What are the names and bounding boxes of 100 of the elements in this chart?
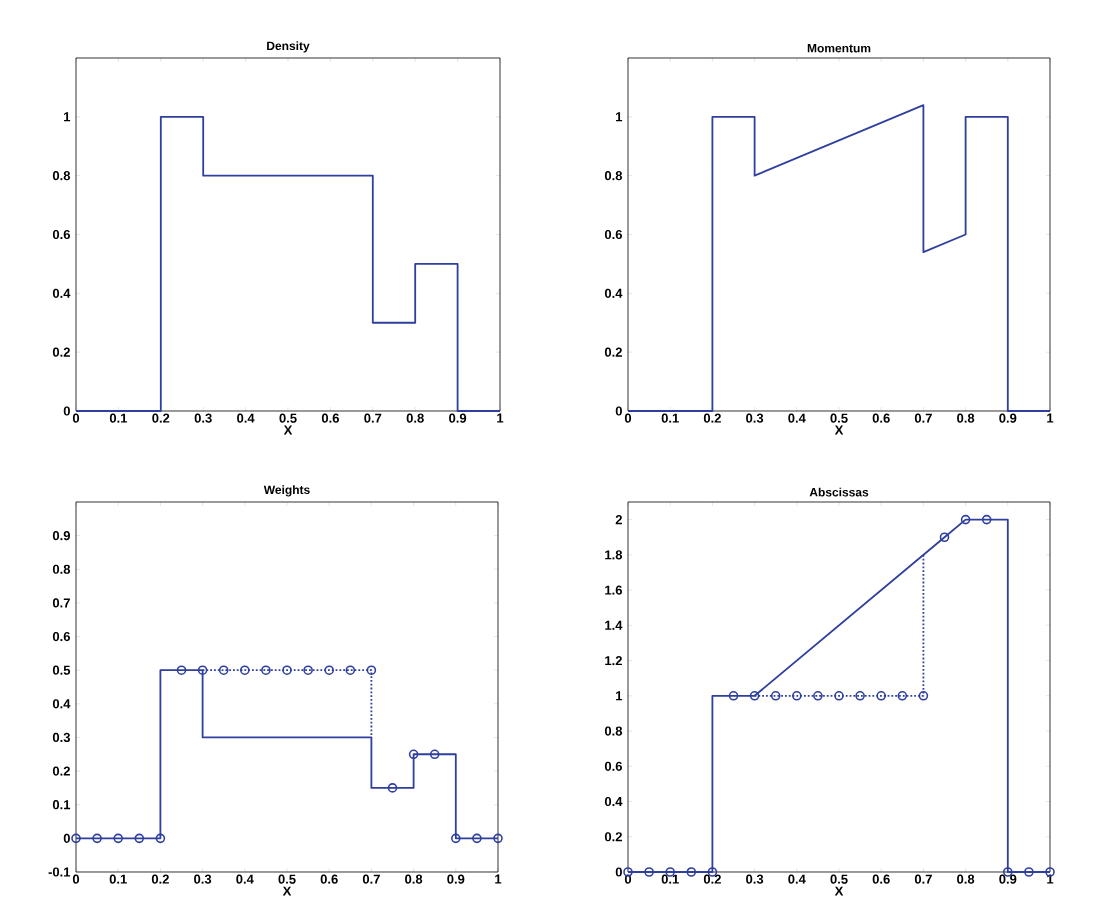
y-tick-label: 1.8 bbox=[605, 550, 623, 560]
y-tick-label: 0.8 bbox=[52, 171, 71, 181]
point bbox=[813, 691, 823, 701]
x-tick-label: 0.5 bbox=[278, 874, 296, 884]
y-tick-label: 0.3 bbox=[52, 732, 70, 743]
point bbox=[644, 867, 654, 877]
x-tick-label: 0.3 bbox=[194, 874, 212, 884]
point bbox=[408, 749, 419, 760]
x-tick-label: 0 bbox=[72, 874, 80, 884]
point bbox=[197, 665, 208, 675]
y-tick-label: 0.8 bbox=[604, 726, 623, 736]
x-tick-label: 0.9 bbox=[449, 413, 467, 423]
x-tick-label: 0 bbox=[624, 413, 632, 423]
x-tick-label: 0.7 bbox=[914, 413, 932, 423]
y-tick-label: 0.8 bbox=[604, 171, 623, 181]
y-tick-label: 0.4 bbox=[604, 288, 623, 298]
point bbox=[770, 691, 781, 701]
point bbox=[686, 867, 697, 877]
y-tick-label: 0.2 bbox=[52, 766, 70, 776]
point bbox=[240, 665, 250, 675]
point bbox=[387, 783, 398, 793]
x-tick-label: 0.3 bbox=[194, 413, 212, 423]
point bbox=[176, 665, 187, 675]
x-tick-label: 0.2 bbox=[703, 874, 721, 884]
point bbox=[429, 749, 440, 760]
x-tick-label: 0.1 bbox=[661, 413, 679, 423]
point bbox=[451, 833, 461, 844]
point bbox=[960, 514, 971, 525]
x-tick-label: 0.9 bbox=[999, 874, 1017, 884]
point bbox=[918, 691, 929, 701]
chart-title: Momentum bbox=[807, 44, 871, 53]
y-tick-label: -0.1 bbox=[48, 867, 71, 877]
x-tick-label: 0.4 bbox=[236, 874, 254, 884]
x-tick-label: 0.8 bbox=[957, 874, 975, 884]
y-tick-label: 0.2 bbox=[52, 347, 70, 357]
x-tick-label: 1 bbox=[1047, 413, 1054, 423]
point bbox=[155, 833, 166, 844]
y-tick-label: 0.6 bbox=[52, 631, 70, 642]
chart-title: Abscissas bbox=[809, 487, 869, 497]
point bbox=[472, 833, 482, 844]
x-tick-label: 0.7 bbox=[914, 874, 932, 884]
point bbox=[855, 691, 865, 701]
y-tick-label: 0.8 bbox=[52, 564, 71, 574]
point bbox=[134, 833, 145, 844]
x-axis-title: X bbox=[834, 886, 844, 896]
point bbox=[113, 833, 123, 844]
x-tick-label: 0.5 bbox=[279, 413, 297, 423]
x-tick-label: 0.9 bbox=[447, 874, 465, 884]
y-tick-label: 1.2 bbox=[605, 656, 622, 666]
y-tick-label: 0 bbox=[615, 867, 622, 877]
point bbox=[303, 665, 313, 675]
x-axis-title: X bbox=[834, 425, 844, 435]
point bbox=[366, 665, 377, 675]
x-axis-title: X bbox=[282, 886, 292, 896]
x-tick-label: 0.9 bbox=[999, 413, 1017, 423]
y-tick-label: 0.4 bbox=[52, 699, 71, 709]
y-tick-label: 0.7 bbox=[52, 598, 70, 608]
y-tick-label: 0.6 bbox=[604, 761, 622, 771]
y-tick-label: 1 bbox=[616, 112, 623, 122]
point bbox=[282, 665, 292, 675]
point bbox=[834, 691, 844, 701]
y-tick-label: 1.4 bbox=[605, 620, 623, 630]
x-axis-title: X bbox=[283, 425, 293, 435]
y-tick-label: 0.4 bbox=[604, 796, 623, 807]
point bbox=[897, 691, 908, 701]
y-tick-label: 1 bbox=[64, 112, 71, 122]
x-tick-label: 0.6 bbox=[872, 874, 890, 884]
x-tick-label: 0.6 bbox=[321, 413, 339, 423]
y-tick-label: 0.4 bbox=[52, 288, 71, 298]
x-tick-label: 0.7 bbox=[364, 413, 382, 423]
point bbox=[792, 691, 802, 701]
y-tick-label: 0.9 bbox=[52, 531, 70, 541]
x-tick-label: 0.6 bbox=[320, 874, 338, 884]
x-tick-label: 0.2 bbox=[151, 874, 169, 884]
x-tick-label: 0.5 bbox=[830, 413, 848, 423]
y-tick-label: 0.6 bbox=[604, 229, 622, 240]
y-tick-label: 0.2 bbox=[604, 347, 622, 357]
x-tick-label: 0 bbox=[72, 413, 80, 423]
point bbox=[92, 833, 102, 844]
point bbox=[749, 691, 760, 701]
y-tick-label: 0.1 bbox=[52, 800, 71, 810]
x-tick-label: 0.3 bbox=[746, 413, 764, 423]
x-tick-label: 0.4 bbox=[788, 874, 806, 884]
line-series bbox=[75, 669, 499, 840]
x-tick-label: 0.8 bbox=[405, 874, 423, 884]
x-tick-label: 1 bbox=[495, 874, 502, 884]
x-tick-label: 0.1 bbox=[661, 874, 679, 884]
chart-title: Density bbox=[267, 41, 310, 53]
point bbox=[71, 833, 81, 844]
y-tick-label: 2 bbox=[615, 515, 622, 525]
y-tick-label: 1 bbox=[616, 691, 623, 701]
point bbox=[939, 532, 950, 543]
y-tick-label: 0.5 bbox=[52, 665, 71, 675]
x-tick-label: 0.2 bbox=[152, 413, 170, 423]
chart-title: Weights bbox=[263, 485, 310, 497]
y-tick-label: 1.6 bbox=[605, 585, 622, 595]
x-tick-label: 0.8 bbox=[957, 413, 975, 423]
x-tick-label: 0.8 bbox=[406, 413, 424, 423]
point bbox=[981, 514, 992, 525]
point bbox=[324, 665, 334, 675]
